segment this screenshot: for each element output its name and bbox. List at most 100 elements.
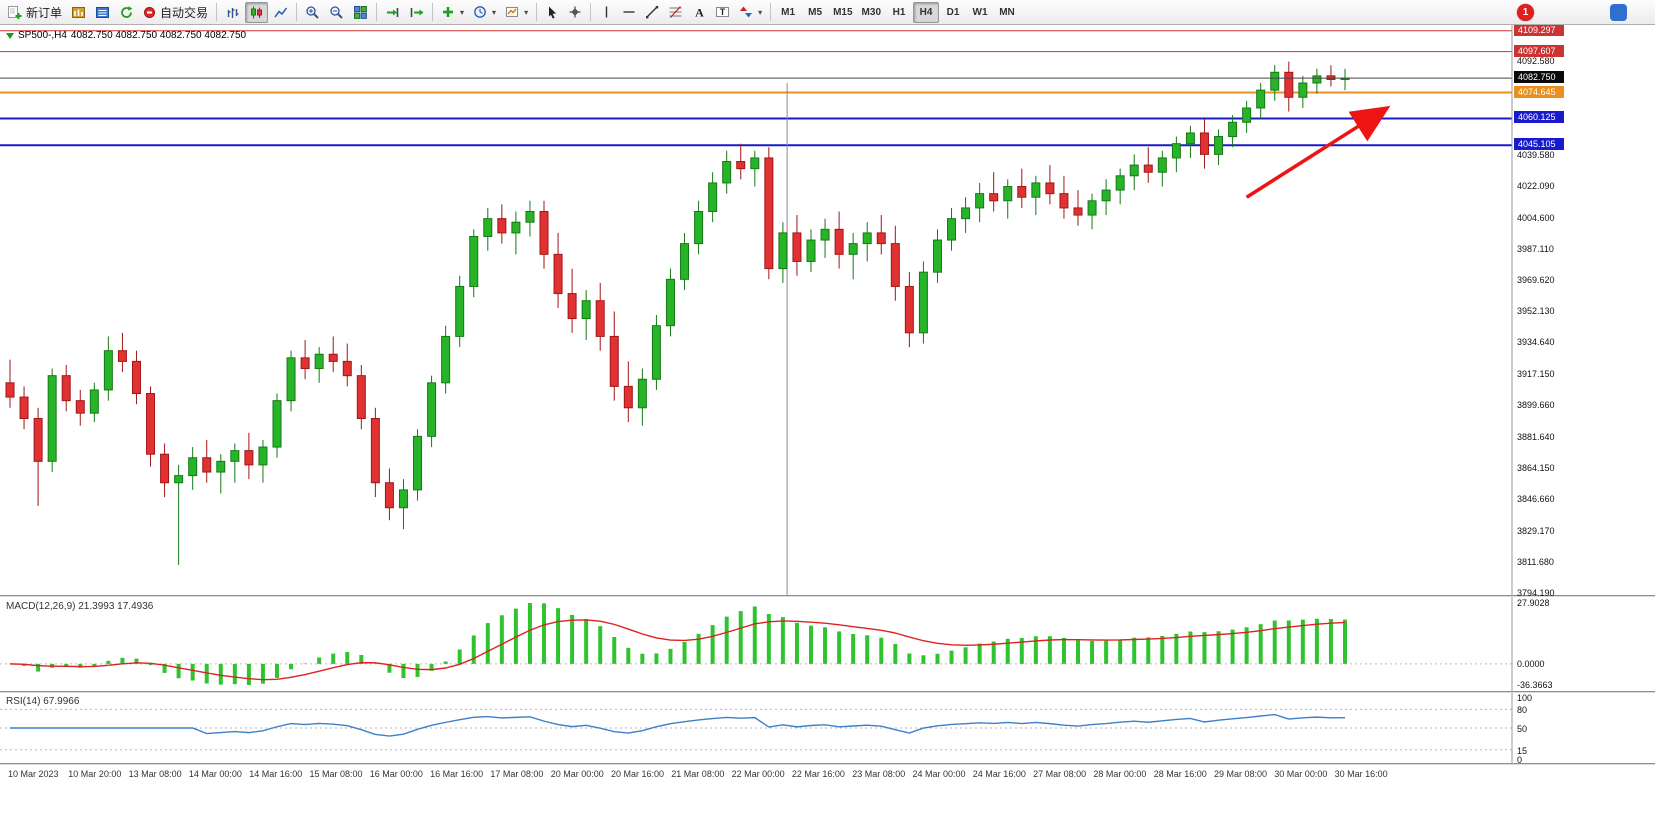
toolbar-separator: [376, 3, 378, 21]
vertical-line-button[interactable]: [595, 2, 617, 23]
time-axis-label: 29 Mar 08:00: [1214, 769, 1268, 779]
auto-scroll-icon: [387, 7, 399, 17]
panel-splitter-time[interactable]: [0, 763, 1655, 765]
chart-shift-icon: [410, 7, 424, 17]
auto-trading-button[interactable]: 自动交易: [139, 2, 212, 23]
text-icon: A: [695, 6, 704, 20]
indicators-icon: [443, 7, 454, 17]
main-price-chart[interactable]: [0, 25, 1572, 595]
time-axis-label: 24 Mar 16:00: [972, 769, 1026, 779]
dropdown-arrow-icon: ▾: [492, 7, 497, 17]
hline-price-tag: 4097.607: [1514, 44, 1564, 57]
trendline-button[interactable]: [641, 2, 663, 23]
horizontal-line-button[interactable]: [618, 2, 640, 23]
line-chart-button[interactable]: [269, 2, 292, 23]
svg-text:T: T: [720, 7, 726, 17]
price-axis-label: 3811.680: [1517, 556, 1554, 567]
data-window-icon: [96, 6, 110, 18]
panel-splitter-macd[interactable]: [0, 595, 1655, 597]
chart-shift-button[interactable]: [405, 2, 428, 23]
new-order-icon: [8, 5, 22, 19]
price-axis-label: 3987.110: [1517, 243, 1554, 254]
crosshair-icon: [569, 6, 581, 18]
data-window-button[interactable]: [91, 2, 114, 23]
timeframe-button-w1[interactable]: W1: [967, 2, 993, 23]
community-icon[interactable]: [1610, 4, 1627, 21]
price-axis-label: 3899.660: [1517, 399, 1555, 410]
price-axis-label: 3934.640: [1517, 337, 1555, 348]
shapes-button[interactable]: ▾: [735, 2, 766, 23]
refresh-button[interactable]: [115, 2, 138, 23]
toolbar-separator: [432, 3, 434, 21]
auto-trading-icon: [144, 6, 156, 18]
macd-axis-label: 0.0000: [1517, 658, 1545, 669]
hline-price-tag: 4060.125: [1514, 111, 1564, 124]
macd-axis-label: 27.9028: [1517, 598, 1550, 608]
zoom-out-button[interactable]: [325, 2, 348, 23]
time-axis-label: 15 Mar 08:00: [309, 769, 363, 779]
time-axis-label: 20 Mar 00:00: [550, 769, 604, 779]
timeframe-button-m1[interactable]: M1: [775, 2, 801, 23]
market-watch-button[interactable]: [67, 2, 90, 23]
indicators-button[interactable]: ▾: [437, 2, 468, 23]
tile-windows-button[interactable]: [349, 2, 372, 23]
toolbar-separator: [590, 3, 592, 21]
macd-panel[interactable]: [0, 597, 1572, 691]
refresh-icon: [121, 5, 133, 18]
zoom-in-icon: [306, 5, 319, 19]
auto-scroll-button[interactable]: [381, 2, 404, 23]
time-axis[interactable]: 10 Mar 2023 10 Mar 20:00 13 Mar 08:00 14 Ma…: [0, 769, 1512, 783]
periods-button[interactable]: ▾: [469, 2, 500, 23]
timeframe-button-h1[interactable]: H1: [886, 2, 912, 23]
bar-chart-button[interactable]: [221, 2, 244, 23]
templates-button[interactable]: ▾: [501, 2, 532, 23]
time-axis-label: 13 Mar 08:00: [128, 769, 182, 779]
price-axis-label: 3881.640: [1517, 431, 1555, 442]
notification-badge[interactable]: 1: [1517, 4, 1534, 21]
chart-title: SP500-,H4 4082.750 4082.750 4082.750 408…: [6, 30, 246, 41]
timeframe-button-m15[interactable]: M15: [829, 2, 856, 23]
rsi-axis-label: 15: [1517, 745, 1528, 756]
fibonacci-button[interactable]: [664, 2, 687, 23]
panel-splitter-rsi[interactable]: [0, 691, 1655, 693]
text-label-button[interactable]: T: [711, 2, 734, 23]
time-axis-label: 28 Mar 00:00: [1093, 769, 1147, 779]
hline-price-tag: 4045.105: [1514, 138, 1564, 151]
bar-chart-icon: [227, 7, 239, 18]
price-axis-label: 4004.600: [1517, 212, 1555, 223]
time-axis-label: 28 Mar 16:00: [1153, 769, 1207, 779]
market-watch-icon: [72, 6, 86, 18]
time-axis-label: 30 Mar 00:00: [1274, 769, 1328, 779]
price-axis-label: 3864.150: [1517, 463, 1555, 474]
current-price-tag: 4082.750: [1514, 71, 1564, 84]
zoom-in-button[interactable]: [301, 2, 324, 23]
crosshair-button[interactable]: [564, 2, 586, 23]
price-axis-label: 3846.660: [1517, 494, 1555, 505]
price-axis-label: 4039.580: [1517, 150, 1555, 161]
timeframe-button-h4[interactable]: H4: [913, 1, 939, 23]
zoom-out-icon: [330, 5, 343, 19]
macd-axis-label: -36.3663: [1517, 680, 1553, 690]
fibonacci-icon: [669, 6, 682, 18]
text-button[interactable]: A: [688, 2, 710, 23]
hline-price-tag: 4074.645: [1514, 85, 1564, 98]
rsi-axis-label: 100: [1517, 693, 1533, 703]
price-axis-label: 4022.090: [1517, 181, 1555, 192]
timeframe-button-m5[interactable]: M5: [802, 2, 828, 23]
candlestick-button[interactable]: [245, 1, 269, 23]
svg-text:A: A: [695, 6, 704, 20]
hline-price-tag: 4109.297: [1514, 23, 1564, 36]
timeframe-button-d1[interactable]: D1: [940, 2, 966, 23]
toolbar-separator: [216, 3, 218, 21]
timeframe-button-m30[interactable]: M30: [858, 2, 885, 23]
new-order-button[interactable]: 新订单: [3, 2, 66, 23]
timeframe-button-mn[interactable]: MN: [994, 2, 1020, 23]
rsi-label: RSI(14) 67.9966: [6, 696, 80, 707]
time-axis-label: 23 Mar 08:00: [852, 769, 906, 779]
rsi-panel[interactable]: [0, 693, 1572, 763]
clock-icon: [474, 6, 486, 18]
timeframe-group: M1 M5 M15 M30 H1 H4 D1 W1 MN: [775, 1, 1020, 23]
cursor-button[interactable]: [541, 2, 563, 23]
time-axis-label: 22 Mar 16:00: [791, 769, 845, 779]
